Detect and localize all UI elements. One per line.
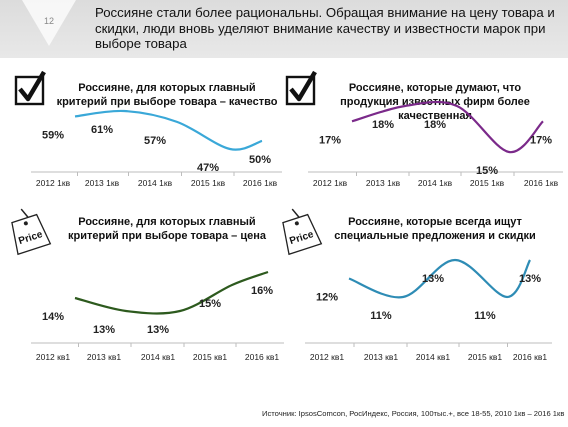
x-tick-label: 2015 1кв xyxy=(470,178,505,188)
x-tick-label: 2012 кв1 xyxy=(310,352,345,362)
slide-number: 12 xyxy=(44,16,54,26)
data-label: 15% xyxy=(476,165,498,177)
data-label: 13% xyxy=(519,273,541,285)
x-tick-label: 2013 1кв xyxy=(85,178,120,188)
series-line xyxy=(74,109,263,151)
data-label: 17% xyxy=(319,134,341,146)
data-label: 13% xyxy=(93,324,115,336)
data-label: 50% xyxy=(249,154,271,166)
data-label: 12% xyxy=(316,292,338,304)
data-label: 11% xyxy=(474,310,496,322)
x-tick-label: 2012 кв1 xyxy=(36,352,71,362)
slide-number-badge: 12 xyxy=(22,0,76,46)
data-label: 16% xyxy=(251,285,273,297)
data-label: 15% xyxy=(199,298,221,310)
x-tick-label: 2013 1кв xyxy=(366,178,401,188)
slide-title: Россияне стали более рациональны. Обраща… xyxy=(95,5,555,51)
data-label: 57% xyxy=(144,135,166,147)
chart-price: 14% 13% 13% 15% 16% 2012 кв1 2013 кв1 2014 кв1 2… xyxy=(31,270,284,362)
checkmark-box-icon xyxy=(14,70,46,106)
x-tick-label: 2016 кв1 xyxy=(513,352,548,362)
x-tick-label: 2013 кв1 xyxy=(87,352,122,362)
x-tick-label: 2012 1кв xyxy=(313,178,348,188)
data-label: 13% xyxy=(147,324,169,336)
data-label: 47% xyxy=(197,162,219,174)
x-tick-label: 2014 1кв xyxy=(418,178,453,188)
data-label: 59% xyxy=(42,129,64,141)
data-label: 14% xyxy=(42,311,64,323)
x-tick-label: 2016 кв1 xyxy=(245,352,280,362)
series-line xyxy=(348,258,531,299)
price-tag-icon: Price xyxy=(282,208,323,256)
x-tick-label: 2014 1кв xyxy=(138,178,173,188)
checkmark-box-icon xyxy=(285,70,317,106)
data-label: 11% xyxy=(370,310,392,322)
data-label: 61% xyxy=(91,124,113,136)
x-tick-label: 2014 кв1 xyxy=(141,352,176,362)
data-label: 17% xyxy=(530,134,552,146)
chart-title-quality: Россияне, для которых главный критерий п… xyxy=(56,82,278,108)
chart-brands: 17% 18% 18% 15% 17% 2012 1кв 2013 1кв 2014 1кв 2… xyxy=(308,100,563,188)
x-tick-label: 2016 1кв xyxy=(243,178,278,188)
x-tick-label: 2016 1кв xyxy=(524,178,559,188)
chart-title-price: Россияне, для которых главный критерий п… xyxy=(68,216,266,242)
x-tick-label: 2015 кв1 xyxy=(468,352,503,362)
chart-quality: 59% 61% 57% 47% 50% 2012 1кв 2013 1кв 2014 1кв 2… xyxy=(31,109,282,188)
data-label: 18% xyxy=(424,119,446,131)
x-tick-label: 2012 1кв xyxy=(36,178,71,188)
x-tick-label: 2015 кв1 xyxy=(193,352,228,362)
data-label: 13% xyxy=(422,273,444,285)
chart-discounts: 12% 11% 13% 11% 13% 2012 кв1 2013 кв1 2014 кв1 2… xyxy=(305,258,552,362)
source-note: Источник: IpsosComcon, РосИндекс, Россия… xyxy=(262,409,565,418)
x-tick-label: 2014 кв1 xyxy=(416,352,451,362)
slide-header: 12 Россияне стали более рациональны. Обр… xyxy=(0,0,568,58)
series-line xyxy=(351,100,544,154)
badge-shape xyxy=(22,0,76,46)
x-tick-label: 2015 1кв xyxy=(191,178,226,188)
price-tag-icon: Price xyxy=(11,208,52,256)
x-tick-label: 2013 кв1 xyxy=(364,352,399,362)
data-label: 18% xyxy=(372,119,394,131)
chart-title-discounts: Россияне, которые всегда ищут специальны… xyxy=(334,216,536,242)
series-line xyxy=(74,270,269,315)
